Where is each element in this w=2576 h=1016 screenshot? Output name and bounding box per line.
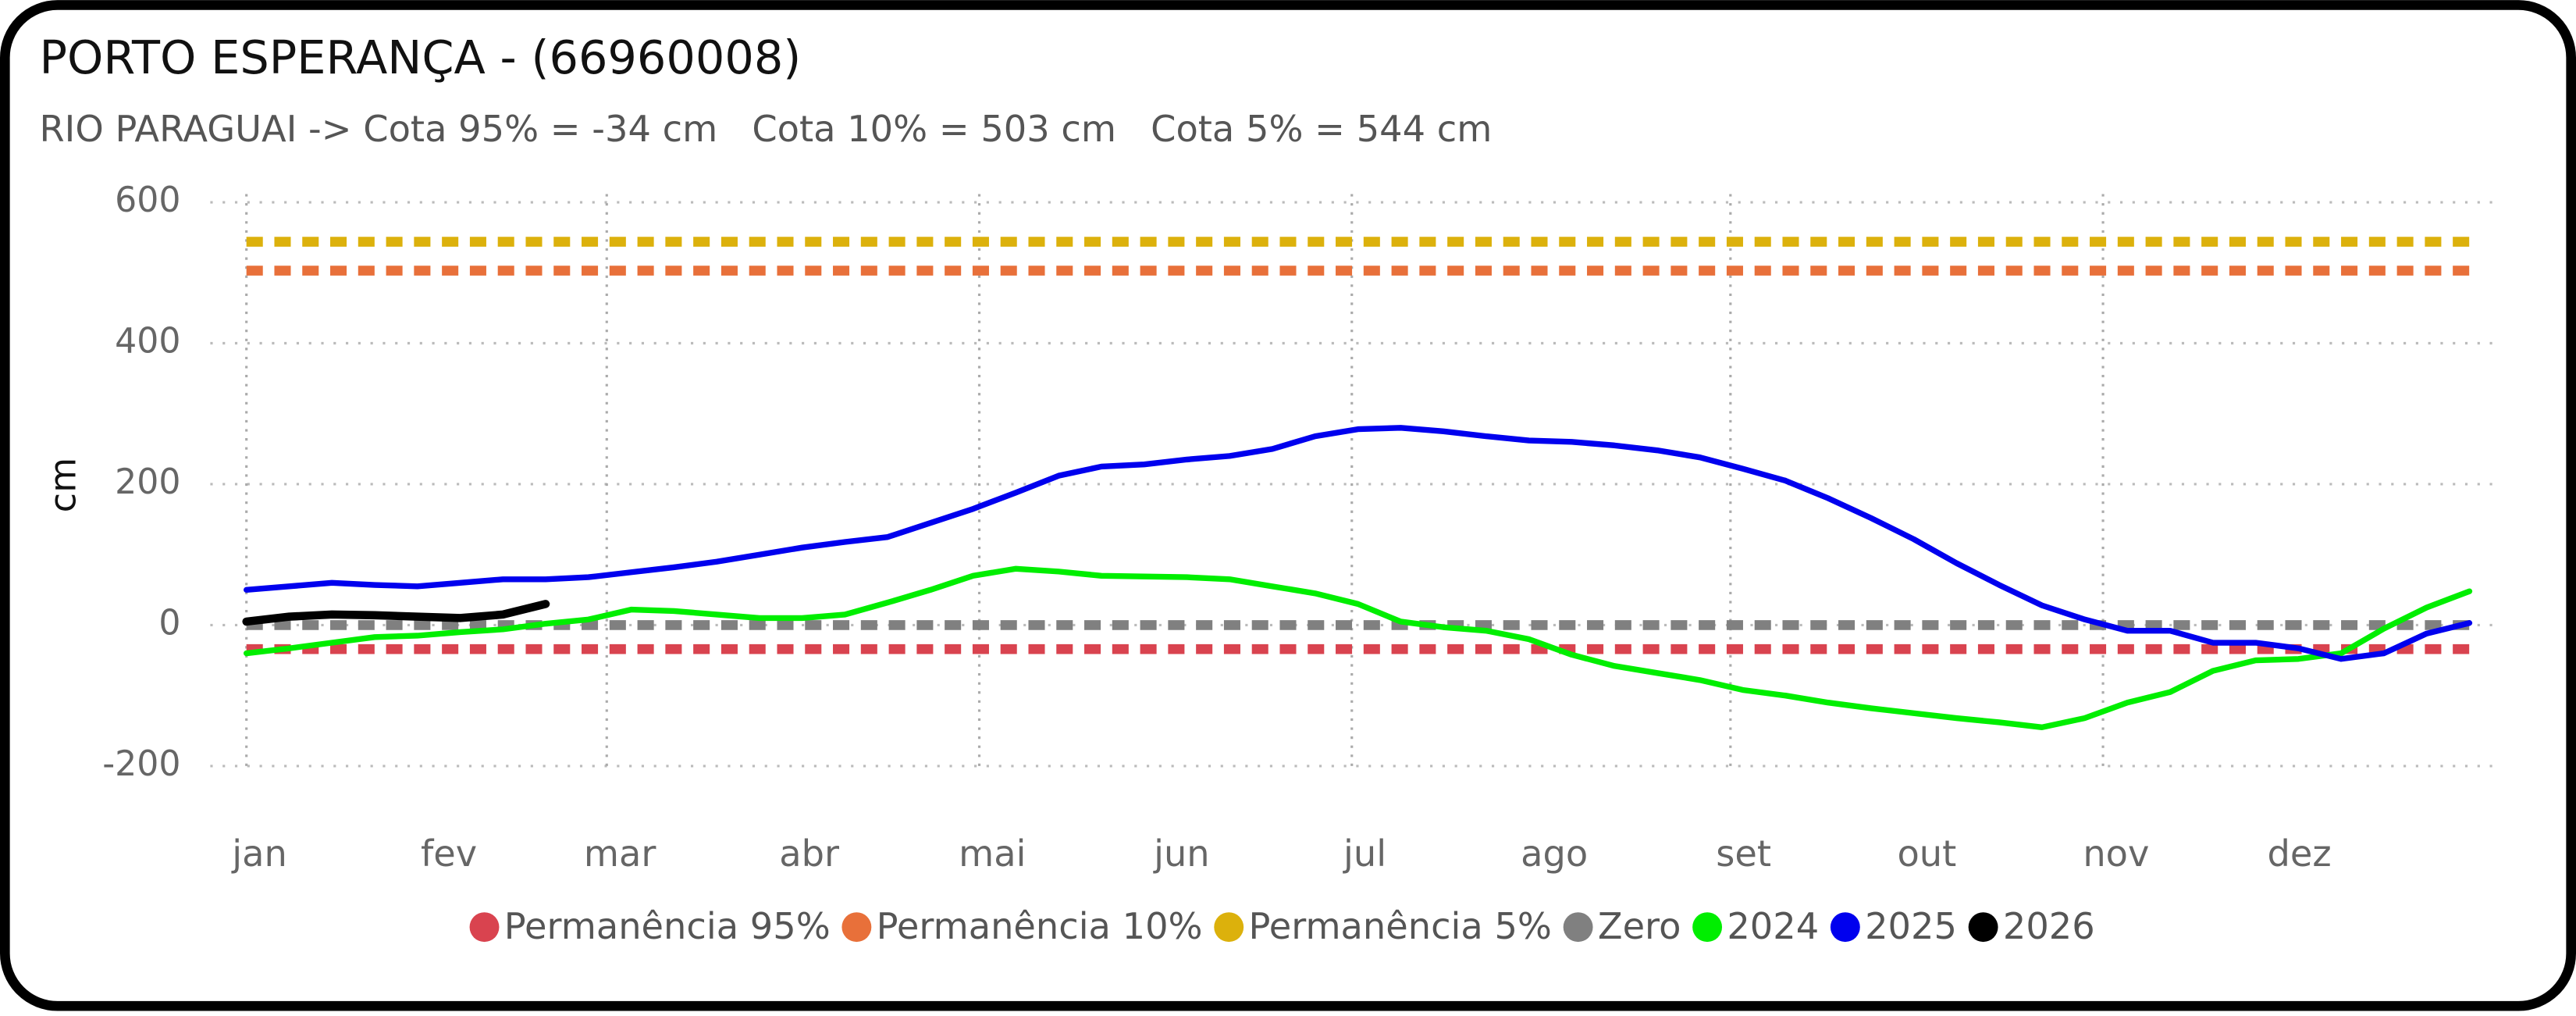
y-tick-label: -200	[102, 744, 180, 784]
x-tick-label: mai	[959, 832, 1026, 875]
series-line	[244, 565, 2473, 730]
x-tick-label: mar	[584, 832, 656, 875]
x-tick-label: dez	[2268, 832, 2332, 875]
chart-subtitle: RIO PARAGUAI -> Cota 95% = -34 cm Cota 1…	[40, 108, 1493, 150]
y-tick-label: 200	[115, 462, 180, 502]
x-tick-label: jun	[1153, 832, 1210, 875]
legend-label: Permanência 95%	[504, 905, 831, 947]
legend-label: 2026	[2003, 905, 2095, 947]
legend-label: 2025	[1865, 905, 1957, 947]
chart-title: PORTO ESPERANÇA - (66960008)	[40, 30, 802, 84]
x-tick-label: nov	[2083, 832, 2149, 875]
x-tick-label: out	[1897, 832, 1956, 875]
y-tick-label: 600	[115, 180, 180, 220]
legend-marker	[1563, 912, 1593, 943]
x-tick-label: set	[1716, 832, 1771, 875]
x-tick-label: jan	[231, 832, 287, 875]
legend-marker	[1214, 912, 1244, 943]
x-tick-label: abr	[779, 832, 840, 875]
y-axis-label: cm	[42, 458, 84, 513]
legend-marker	[1830, 912, 1860, 943]
legend-label: Permanência 5%	[1248, 905, 1551, 947]
legend-marker	[1968, 912, 1998, 943]
x-tick-label: fev	[421, 832, 477, 875]
legend-marker	[841, 912, 872, 943]
legend-marker	[1692, 912, 1723, 943]
y-tick-label: 0	[158, 603, 180, 643]
legend-label: Zero	[1598, 905, 1681, 947]
series-line	[244, 425, 2473, 662]
legend-marker	[469, 912, 500, 943]
legend-label: 2024	[1727, 905, 1819, 947]
x-tick-label: ago	[1521, 832, 1588, 875]
x-tick-label: jul	[1343, 832, 1386, 875]
y-tick-label: 400	[115, 322, 180, 362]
legend-label: Permanência 10%	[877, 905, 1203, 947]
series-line	[242, 600, 550, 626]
